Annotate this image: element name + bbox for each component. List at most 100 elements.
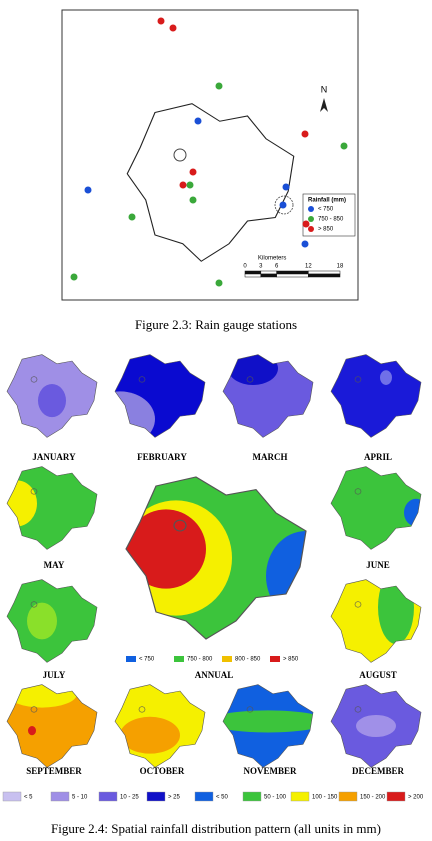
legend-swatch	[270, 656, 280, 662]
legend-marker	[308, 216, 314, 222]
legend-label: 750 - 850	[318, 217, 344, 223]
map-fill	[331, 466, 421, 550]
north-arrow	[320, 98, 328, 112]
map-zone	[331, 746, 339, 761]
map	[330, 354, 422, 438]
legend-label: < 50	[216, 795, 229, 801]
map	[330, 579, 422, 663]
map	[6, 684, 98, 768]
station	[179, 181, 187, 189]
map-zone	[28, 726, 36, 736]
legend-label: > 850	[283, 657, 299, 663]
station	[215, 82, 223, 90]
legend-swatch	[126, 656, 136, 662]
scale-segment	[244, 273, 262, 278]
map-label: ANNUAL	[195, 670, 234, 680]
map-fill	[7, 354, 97, 438]
map-zone	[404, 498, 421, 527]
legend-label: > 25	[168, 795, 181, 801]
legend-swatch	[222, 656, 232, 662]
emblem	[30, 601, 38, 608]
legend-label: < 5	[24, 795, 33, 801]
map	[222, 354, 314, 438]
map	[6, 579, 98, 663]
station	[157, 17, 165, 25]
map	[114, 354, 206, 438]
emblem	[246, 376, 254, 383]
legend-label: > 850	[318, 227, 334, 233]
map-fill	[115, 354, 205, 438]
emblem	[354, 601, 362, 608]
station	[282, 183, 290, 191]
scale-tick-label: 12	[305, 264, 312, 270]
map-zone	[331, 354, 421, 438]
map-fill	[7, 684, 97, 768]
map-fill	[223, 354, 313, 438]
map-fill	[331, 579, 421, 663]
map	[330, 466, 422, 550]
scale-segment	[244, 270, 262, 275]
map	[114, 684, 206, 768]
map-zone	[266, 530, 306, 621]
emblem	[30, 376, 38, 383]
map-zone	[120, 716, 180, 754]
station	[189, 168, 197, 176]
map-zone	[38, 384, 66, 418]
legend-label: 50 - 100	[264, 795, 287, 801]
emblem	[30, 706, 38, 713]
map-fill	[7, 579, 97, 663]
legend-swatch	[194, 791, 214, 802]
scale-tick-label: 0	[243, 264, 247, 270]
emblem	[354, 488, 362, 495]
map-label: AUGUST	[359, 670, 397, 680]
map-zone	[270, 477, 302, 513]
legend-label: 800 - 850	[235, 657, 261, 663]
legend-swatch	[242, 791, 262, 802]
scale-tick-label: 18	[337, 264, 344, 270]
station	[128, 213, 136, 221]
map-zone	[126, 509, 206, 589]
legend-swatch	[174, 656, 184, 662]
map-zone	[378, 579, 414, 645]
map-zone	[7, 684, 77, 708]
emblem	[173, 148, 187, 162]
legend-label: > 200	[408, 795, 424, 801]
map-zone	[115, 391, 155, 438]
map-label: DECEMBER	[352, 766, 405, 776]
north-label: N	[321, 84, 328, 94]
scale-segment	[308, 270, 341, 275]
legend-title: Rainfall (mm)	[308, 198, 346, 204]
legend-label: 10 - 25	[120, 795, 139, 801]
emblem	[173, 519, 187, 532]
caption: Figure 2.4: Spatial rainfall distributio…	[51, 821, 381, 836]
map-label: NOVEMBER	[243, 766, 297, 776]
map-label: FEBRUARY	[137, 452, 187, 462]
legend-swatch	[2, 791, 22, 802]
legend-swatch	[146, 791, 166, 802]
map	[330, 684, 422, 768]
map-zone	[290, 746, 306, 761]
map-label: OCTOBER	[140, 766, 185, 776]
map-label: APRIL	[364, 452, 392, 462]
map-label: SEPTEMBER	[26, 766, 82, 776]
legend-swatch	[50, 791, 70, 802]
map-fill	[7, 466, 97, 550]
map-zone	[228, 354, 278, 385]
map-fill	[126, 476, 306, 639]
emblem	[274, 195, 294, 215]
legend-label: 100 - 150	[312, 795, 338, 801]
map-label: JANUARY	[32, 452, 76, 462]
emblem	[30, 488, 38, 495]
station	[84, 186, 92, 194]
map-label: MARCH	[253, 452, 288, 462]
scale-segment	[260, 270, 277, 275]
station	[215, 279, 223, 287]
legend-swatch	[338, 791, 358, 802]
legend-label: 150 - 200	[360, 795, 386, 801]
map-label: JULY	[43, 670, 66, 680]
legend-marker	[308, 206, 314, 212]
map-label: MAY	[44, 560, 65, 570]
scale-segment	[276, 270, 309, 275]
legend-marker	[308, 226, 314, 232]
station	[340, 142, 348, 150]
